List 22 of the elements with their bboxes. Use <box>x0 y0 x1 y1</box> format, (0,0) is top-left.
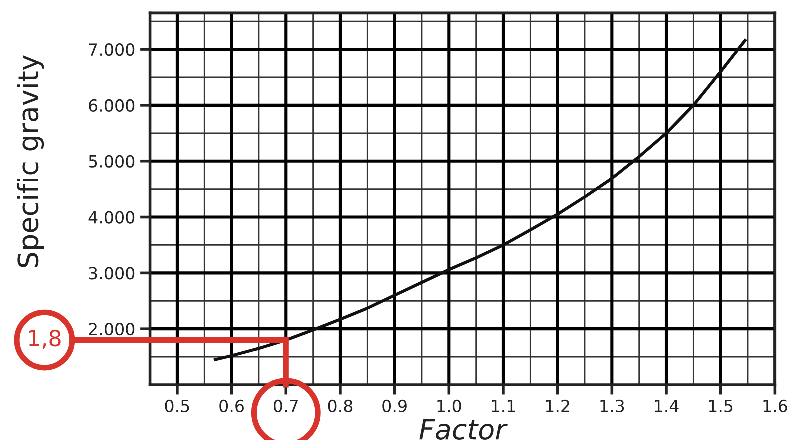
y-tick-label: 7.000 <box>89 44 135 56</box>
x-tick-label: 1.0 <box>438 400 462 412</box>
x-tick-label: 1.2 <box>546 400 570 412</box>
x-tick-label: 1.5 <box>709 400 733 412</box>
x-tick-label: 1.1 <box>492 400 516 412</box>
y-tick-label: 6.000 <box>89 99 135 112</box>
y-tick-label: 3.000 <box>89 267 135 280</box>
x-tick-label: 1.3 <box>600 400 624 412</box>
y-tick-label: 5.000 <box>89 155 135 168</box>
x-tick-label: 1.6 <box>764 400 788 412</box>
x-tick-label: 0.6 <box>220 400 244 412</box>
line-series <box>214 39 747 362</box>
annotation: 1,8 <box>29 330 61 349</box>
y-axis-title: Specific gravity <box>17 56 44 268</box>
x-tick-label: 0.7 <box>274 400 298 412</box>
x-tick-label: 1.4 <box>655 400 679 412</box>
x-tick-label: 0.8 <box>328 400 353 412</box>
y-tick-label: 4.000 <box>88 211 135 224</box>
y-tick-label: 2.000 <box>89 323 135 336</box>
x-axis-title: Factor <box>420 419 508 440</box>
x-tick-label: 0.5 <box>165 400 190 412</box>
x-tick-label: 0.9 <box>382 400 407 412</box>
